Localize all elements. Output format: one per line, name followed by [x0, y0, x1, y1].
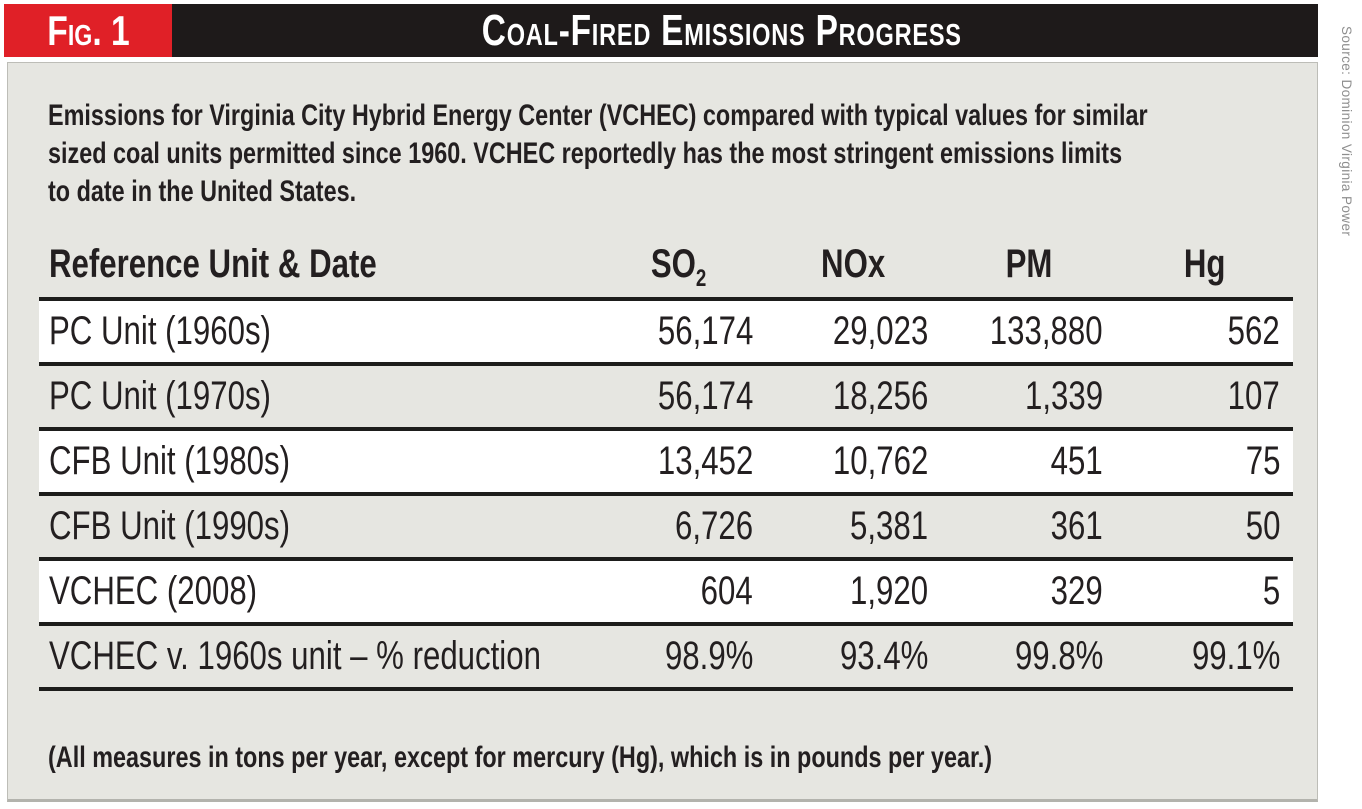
hg-value: 50 — [1116, 494, 1293, 561]
description-line-1: Emissions for Virginia City Hybrid Energ… — [48, 99, 1148, 132]
figure-panel: Emissions for Virginia City Hybrid Energ… — [7, 62, 1318, 802]
pm-value: 451 — [941, 429, 1116, 496]
nox-value: 5,381 — [766, 494, 941, 561]
description-line-2: sized coal units permitted since 1960. V… — [48, 137, 1123, 170]
row-label: VCHEC v. 1960s unit – % reduction — [39, 624, 591, 691]
so2-value: 604 — [591, 559, 766, 626]
row-label: CFB Unit (1980s) — [39, 429, 591, 496]
so2-value: 56,174 — [591, 364, 766, 431]
column-header-hg: Hg — [1116, 219, 1293, 301]
table-row-vchec-2008: VCHEC (2008) 604 1,920 329 5 — [39, 559, 1293, 626]
pm-value: 329 — [941, 559, 1116, 626]
hg-value: 107 — [1116, 364, 1293, 431]
figure-title: Coal-Fired Emissions Progress — [482, 5, 962, 55]
nox-value: 18,256 — [766, 364, 941, 431]
so2-value: 6,726 — [591, 494, 766, 561]
row-label: PC Unit (1960s) — [39, 299, 591, 366]
pm-value: 1,339 — [941, 364, 1116, 431]
figure-title-wrap: Coal-Fired Emissions Progress — [172, 6, 1318, 56]
units-footnote: (All measures in tons per year, except f… — [48, 741, 993, 774]
table-row-pc-1970s: PC Unit (1970s) 56,174 18,256 1,339 107 — [39, 364, 1293, 431]
nox-value: 93.4% — [766, 624, 941, 691]
nox-value: 10,762 — [766, 429, 941, 496]
table-row-cfb-1980s: CFB Unit (1980s) 13,452 10,762 451 75 — [39, 429, 1293, 496]
hg-value: 75 — [1116, 429, 1293, 496]
so2-subscript: 2 — [695, 265, 707, 292]
pm-value: 361 — [941, 494, 1116, 561]
table-header-row: Reference Unit & Date SO2 NOx PM Hg — [39, 219, 1293, 301]
description-line-3: to date in the United States. — [48, 175, 357, 208]
so2-value: 56,174 — [591, 299, 766, 366]
row-label: VCHEC (2008) — [39, 559, 591, 626]
pm-value: 133,880 — [941, 299, 1116, 366]
column-header-pm: PM — [941, 219, 1116, 301]
figure-tag-label: Fig. 1 — [46, 6, 130, 54]
table-row-percent-reduction: VCHEC v. 1960s unit – % reduction 98.9% … — [39, 624, 1293, 691]
pm-value: 99.8% — [941, 624, 1116, 691]
so2-value: 98.9% — [591, 624, 766, 691]
figure-header-bar: Fig. 1 Coal-Fired Emissions Progress — [4, 4, 1318, 57]
hg-value: 99.1% — [1116, 624, 1293, 691]
table-row-cfb-1990s: CFB Unit (1990s) 6,726 5,381 361 50 — [39, 494, 1293, 561]
figure-tag-badge: Fig. 1 — [4, 4, 172, 57]
column-header-reference: Reference Unit & Date — [39, 219, 591, 301]
nox-value: 29,023 — [766, 299, 941, 366]
so2-value: 13,452 — [591, 429, 766, 496]
row-label: PC Unit (1970s) — [39, 364, 591, 431]
hg-value: 562 — [1116, 299, 1293, 366]
table-row-pc-1960s: PC Unit (1960s) 56,174 29,023 133,880 56… — [39, 299, 1293, 366]
source-note: Source: Dominion Virginia Power — [1339, 26, 1354, 237]
emissions-table: Reference Unit & Date SO2 NOx PM Hg PC U… — [39, 219, 1293, 691]
row-label: CFB Unit (1990s) — [39, 494, 591, 561]
column-header-so2: SO2 — [591, 219, 766, 301]
column-header-nox: NOx — [766, 219, 941, 301]
hg-value: 5 — [1116, 559, 1293, 626]
nox-value: 1,920 — [766, 559, 941, 626]
figure-description: Emissions for Virginia City Hybrid Energ… — [48, 97, 1317, 211]
